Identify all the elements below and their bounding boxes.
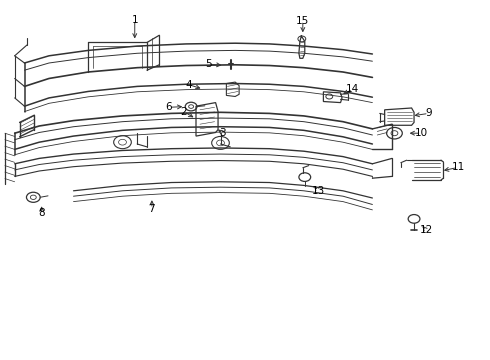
Text: 7: 7: [148, 204, 155, 214]
Text: 12: 12: [419, 225, 433, 235]
Text: 6: 6: [166, 102, 172, 112]
Text: 3: 3: [220, 128, 226, 138]
Text: 9: 9: [425, 108, 432, 118]
Text: 4: 4: [185, 80, 192, 90]
Text: 14: 14: [346, 84, 360, 94]
Text: 1: 1: [131, 15, 138, 25]
Text: 2: 2: [180, 107, 187, 117]
Text: 15: 15: [296, 16, 310, 26]
Text: 5: 5: [205, 59, 212, 69]
Text: 11: 11: [451, 162, 465, 172]
Text: 13: 13: [312, 186, 325, 196]
Text: 8: 8: [38, 208, 45, 219]
Text: 10: 10: [415, 128, 428, 138]
